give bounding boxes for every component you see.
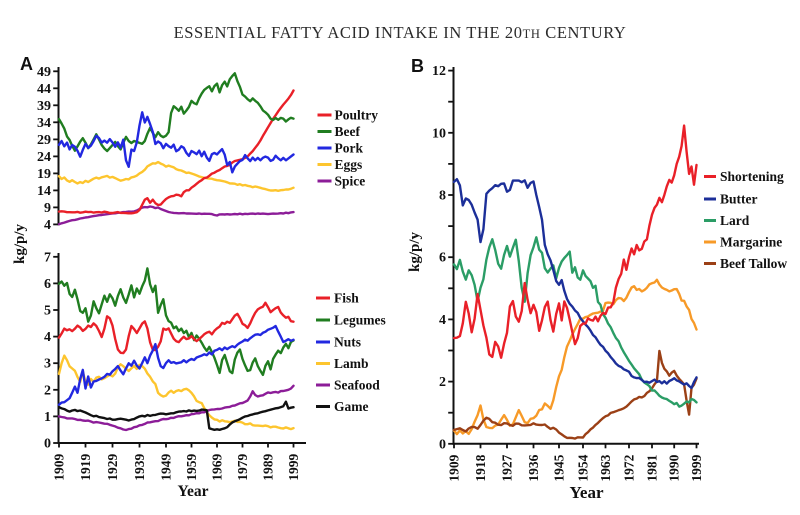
svg-text:39: 39: [37, 99, 51, 114]
svg-text:1969: 1969: [210, 454, 225, 481]
svg-text:4: 4: [44, 330, 51, 345]
svg-text:9: 9: [44, 201, 51, 216]
svg-text:3: 3: [44, 357, 51, 372]
svg-text:1909: 1909: [447, 454, 462, 481]
svg-text:Spice: Spice: [335, 174, 366, 189]
svg-text:0: 0: [44, 437, 51, 452]
svg-text:Butter: Butter: [720, 192, 758, 207]
svg-text:Legumes: Legumes: [334, 313, 386, 328]
svg-text:kg/p/y: kg/p/y: [12, 223, 28, 264]
svg-text:4: 4: [44, 218, 51, 233]
svg-text:1939: 1939: [132, 454, 147, 481]
svg-text:Eggs: Eggs: [335, 157, 363, 172]
svg-text:Beef: Beef: [335, 124, 361, 139]
svg-text:1949: 1949: [159, 454, 174, 481]
svg-text:1929: 1929: [105, 454, 120, 481]
svg-text:10: 10: [432, 126, 446, 141]
svg-text:Fish: Fish: [334, 291, 359, 306]
svg-text:1979: 1979: [235, 454, 250, 481]
svg-text:Beef Tallow: Beef Tallow: [720, 256, 787, 271]
svg-text:1919: 1919: [78, 454, 93, 481]
svg-text:5: 5: [44, 304, 51, 319]
svg-text:1: 1: [44, 410, 51, 425]
svg-text:7: 7: [44, 250, 51, 265]
svg-text:1963: 1963: [598, 454, 613, 481]
svg-text:29: 29: [37, 133, 51, 148]
svg-text:1989: 1989: [261, 454, 276, 481]
svg-text:19: 19: [37, 167, 51, 182]
svg-text:6: 6: [44, 277, 51, 292]
svg-text:12: 12: [432, 64, 446, 79]
svg-text:14: 14: [37, 184, 51, 199]
svg-text:24: 24: [37, 150, 51, 165]
svg-text:Game: Game: [334, 399, 369, 414]
svg-text:1936: 1936: [526, 454, 541, 481]
svg-text:44: 44: [37, 82, 51, 97]
svg-text:1918: 1918: [473, 454, 488, 481]
svg-text:2: 2: [439, 375, 446, 390]
svg-text:6: 6: [439, 251, 446, 266]
svg-text:kg/p/y: kg/p/y: [407, 231, 423, 272]
svg-text:8: 8: [439, 189, 446, 204]
svg-text:A: A: [20, 54, 33, 74]
svg-text:1990: 1990: [667, 454, 682, 481]
svg-text:ESSENTIAL FATTY ACID INTAKE IN: ESSENTIAL FATTY ACID INTAKE IN THE 20TH …: [174, 23, 627, 42]
svg-text:Shortening: Shortening: [720, 169, 784, 184]
svg-text:Lard: Lard: [720, 213, 750, 228]
svg-text:1909: 1909: [52, 454, 67, 481]
svg-text:2: 2: [44, 383, 51, 398]
svg-text:Year: Year: [570, 483, 604, 502]
svg-text:B: B: [411, 56, 424, 76]
svg-text:1972: 1972: [622, 454, 637, 481]
svg-text:Lamb: Lamb: [334, 356, 369, 371]
svg-text:0: 0: [439, 437, 446, 452]
svg-text:1999: 1999: [689, 454, 704, 481]
svg-text:1945: 1945: [552, 454, 567, 481]
svg-text:Pork: Pork: [335, 141, 364, 156]
svg-text:1981: 1981: [645, 454, 660, 481]
svg-text:1954: 1954: [576, 454, 591, 481]
svg-text:4: 4: [439, 313, 446, 328]
svg-text:1999: 1999: [286, 454, 301, 481]
svg-text:Seafood: Seafood: [334, 378, 380, 393]
svg-text:1927: 1927: [500, 454, 515, 481]
svg-text:1959: 1959: [184, 454, 199, 481]
svg-text:Poultry: Poultry: [335, 108, 379, 123]
svg-text:Year: Year: [178, 483, 209, 500]
svg-text:34: 34: [37, 116, 51, 131]
svg-text:Nuts: Nuts: [334, 335, 361, 350]
svg-text:Margarine: Margarine: [720, 235, 782, 250]
svg-text:49: 49: [37, 65, 51, 80]
